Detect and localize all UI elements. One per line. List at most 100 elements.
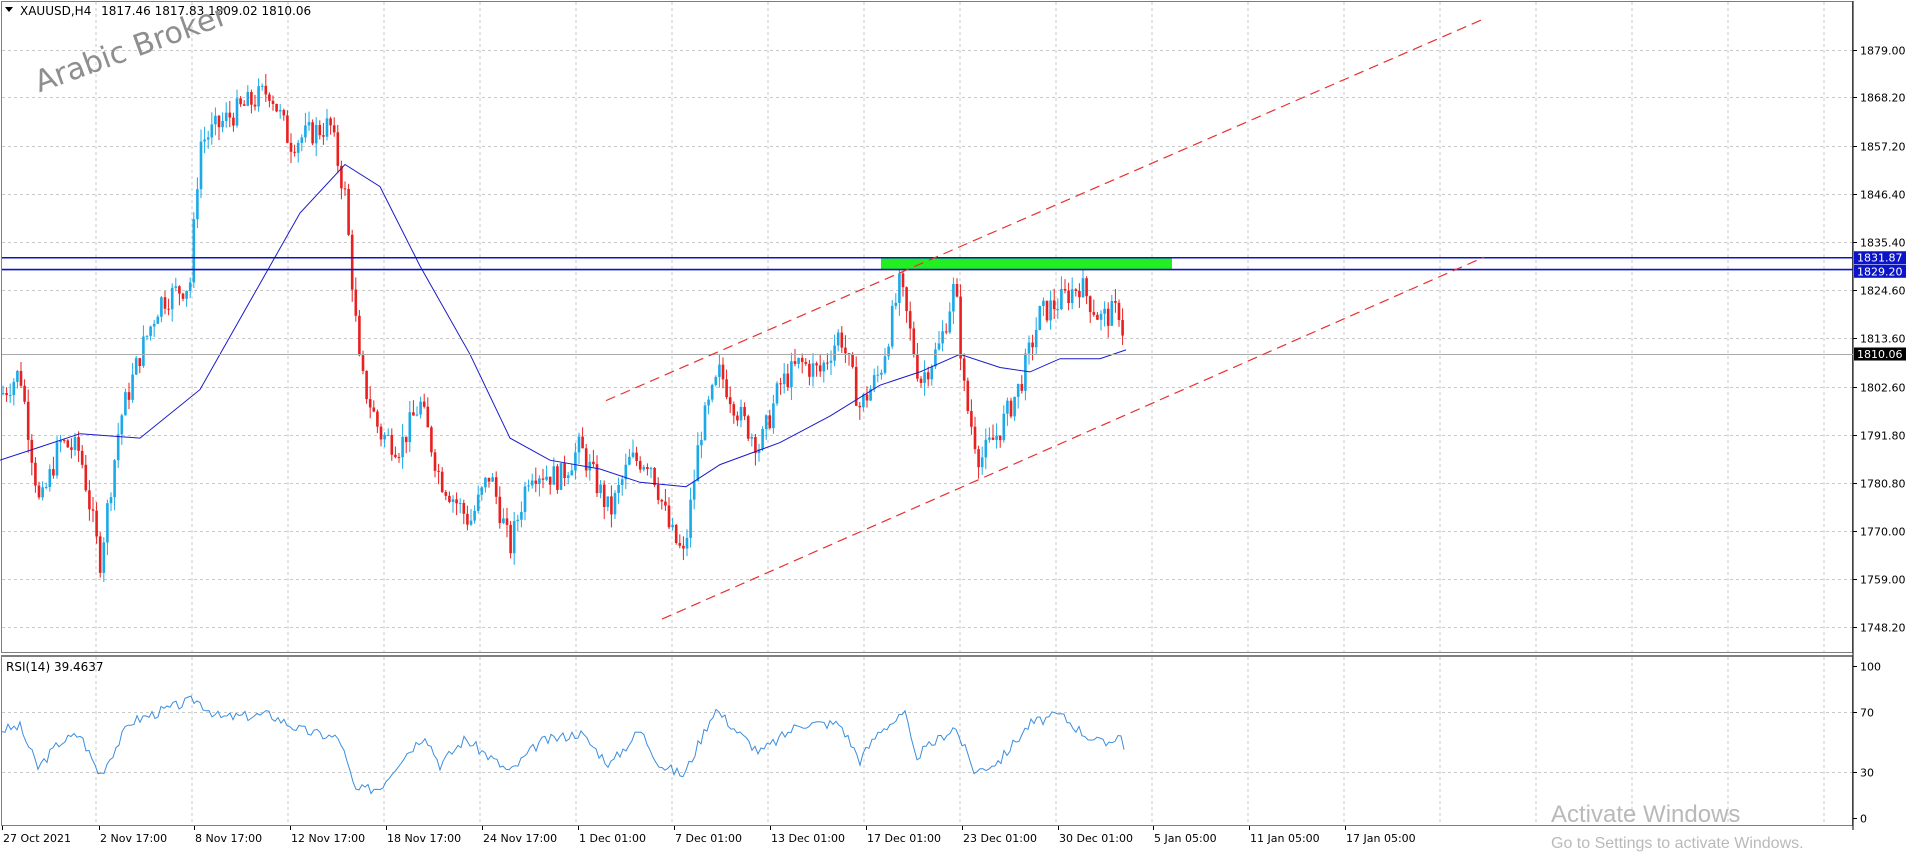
- candle-bear: [127, 392, 131, 400]
- candle-bear: [30, 439, 34, 463]
- candle-bear: [365, 370, 368, 400]
- candle-bear: [858, 405, 862, 408]
- candle-bull: [502, 518, 505, 524]
- candle-bear: [26, 401, 30, 440]
- candle-bear: [271, 100, 275, 104]
- candle-bull: [16, 370, 19, 382]
- candle-bull: [617, 485, 620, 494]
- candle-bear: [253, 104, 257, 107]
- candle-bear: [422, 401, 426, 407]
- candle-bull: [1081, 278, 1085, 298]
- candle-bull: [314, 124, 318, 144]
- candle-bear: [340, 165, 343, 189]
- candle-bear: [379, 426, 383, 440]
- candle-bear: [808, 363, 811, 377]
- level-label-upper-bg: [1854, 251, 1906, 265]
- candle-bear: [98, 536, 102, 573]
- candle-bear: [534, 480, 538, 484]
- candle-bear: [440, 471, 444, 492]
- candle-bull: [12, 381, 16, 396]
- time-tick-label: 8 Nov 17:00: [195, 832, 262, 845]
- candle-bear: [541, 478, 545, 480]
- candle-bear: [728, 397, 732, 405]
- candle-bull: [1013, 396, 1016, 417]
- candle-bull: [41, 487, 44, 498]
- candle-bull: [419, 401, 422, 415]
- candle-bull: [491, 477, 494, 482]
- candle-bull: [761, 429, 764, 450]
- candle-bear: [786, 373, 790, 388]
- candle-bear: [847, 353, 851, 355]
- candle-bull: [196, 189, 199, 220]
- candle-bear: [494, 477, 498, 497]
- candle-bear: [595, 464, 599, 494]
- candle-bear: [77, 437, 80, 451]
- candle-bull: [260, 85, 264, 87]
- candle-bull: [631, 452, 635, 457]
- price-tick-label: 1857.20: [1860, 141, 1906, 154]
- symbol-text: XAUUSD,H4: [20, 4, 92, 18]
- candle-bear: [88, 490, 91, 510]
- candle-bear: [66, 440, 70, 448]
- candle-bear: [746, 416, 750, 439]
- candle-bull: [523, 486, 527, 512]
- price-tick-label: 1770.00: [1860, 526, 1906, 539]
- candle-bull: [599, 484, 602, 494]
- candle-bull: [120, 415, 124, 435]
- candle-bull: [142, 336, 145, 367]
- candle-bear: [905, 287, 908, 312]
- price-tick-label: 1879.00: [1860, 45, 1906, 58]
- candle-bear: [1067, 290, 1070, 304]
- candle-bear: [23, 385, 26, 402]
- chart-symbol-label[interactable]: XAUUSD,H4 1817.46 1817.83 1809.02 1810.0…: [20, 4, 311, 18]
- candle-bull: [116, 434, 120, 461]
- candle-bull: [577, 436, 581, 453]
- candle-bear: [1078, 290, 1081, 298]
- candle-bull: [224, 112, 228, 122]
- price-tick-label: 1813.60: [1860, 333, 1906, 346]
- candle-bull: [606, 496, 610, 508]
- candle-bear: [678, 543, 682, 546]
- candle-bull: [113, 460, 116, 498]
- candle-bull: [203, 139, 206, 142]
- candle-bull: [880, 372, 883, 375]
- candle-bear: [916, 354, 919, 379]
- candle-bear: [944, 331, 948, 333]
- candle-bull: [325, 118, 329, 137]
- time-tick-label: 5 Jan 05:00: [1154, 832, 1217, 845]
- candle-bear: [84, 464, 88, 491]
- candle-bear: [592, 461, 595, 465]
- candle-bear: [228, 112, 232, 118]
- candle-bear: [448, 495, 451, 502]
- price-tick-label: 1835.40: [1860, 237, 1906, 250]
- candle-bull: [1006, 400, 1009, 414]
- candle-bear: [1063, 288, 1067, 291]
- candle-bear: [991, 437, 995, 440]
- candle-bear: [95, 510, 98, 537]
- candle-bull: [836, 332, 840, 346]
- candle-bear: [1121, 320, 1124, 336]
- candle-bull: [764, 415, 768, 430]
- candle-bear: [404, 436, 408, 443]
- candle-bear: [721, 364, 725, 380]
- candle-bull: [451, 499, 455, 502]
- price-tick-label: 1868.20: [1860, 92, 1906, 105]
- time-tick-label: 2 Nov 17:00: [100, 832, 167, 845]
- candle-bear: [1009, 400, 1013, 417]
- candle-bull: [1038, 305, 1042, 330]
- collapse-triangle-icon[interactable]: [5, 7, 13, 12]
- time-tick-label: 12 Nov 17:00: [291, 832, 365, 845]
- activate-windows-title: Activate Windows: [1551, 801, 1741, 828]
- candle-bull: [538, 478, 541, 484]
- candle-bear: [487, 477, 491, 482]
- rsi-line: [1, 695, 1125, 795]
- candle-bull: [8, 395, 12, 397]
- candle-bull: [772, 403, 775, 429]
- candle-bull: [782, 373, 786, 385]
- time-tick-label: 13 Dec 01:00: [771, 832, 845, 845]
- candle-bull: [811, 363, 815, 377]
- candle-bull: [527, 485, 530, 487]
- candle-bull: [1, 393, 5, 395]
- candle-bull: [1049, 300, 1052, 321]
